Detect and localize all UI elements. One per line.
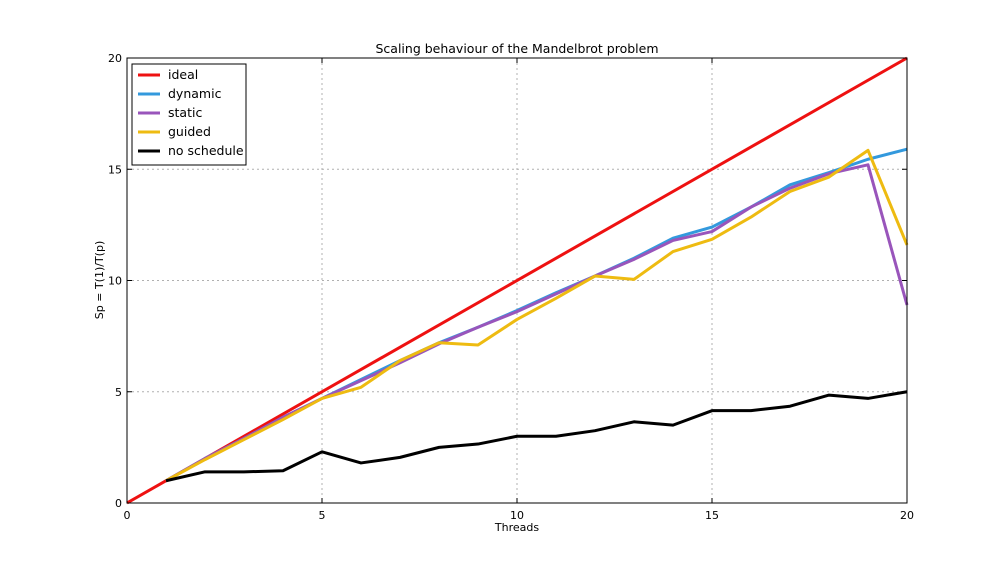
y-tick-label: 5 xyxy=(115,386,122,399)
y-tick-label: 0 xyxy=(115,497,122,510)
legend-label-guided: guided xyxy=(168,124,211,139)
x-tick-label: 20 xyxy=(900,509,914,522)
x-tick-label: 5 xyxy=(319,509,326,522)
y-axis-label: Sp = T(1)/T(p) xyxy=(93,241,106,319)
y-tick-label: 10 xyxy=(108,275,122,288)
x-tick-label: 0 xyxy=(124,509,131,522)
y-tick-label: 20 xyxy=(108,52,122,65)
legend: ideal dynamic static guided no schedule xyxy=(131,63,247,166)
x-axis-label: Threads xyxy=(494,521,539,534)
legend-label-ideal: ideal xyxy=(168,67,198,82)
y-tick-label: 15 xyxy=(108,163,122,176)
axis-ticks: 0 5 10 15 20 0 5 10 15 20 xyxy=(108,52,914,522)
legend-label-dynamic: dynamic xyxy=(168,86,222,101)
series-line-ideal xyxy=(126,56,908,505)
legend-label-no-schedule: no schedule xyxy=(168,143,244,158)
chart-title: Scaling behaviour of the Mandelbrot prob… xyxy=(375,41,658,56)
series-line-static xyxy=(165,163,909,483)
legend-label-static: static xyxy=(168,105,202,120)
series-line-guided xyxy=(165,148,909,483)
series-lines xyxy=(126,56,909,505)
x-tick-label: 15 xyxy=(705,509,719,522)
series-line-no-schedule xyxy=(165,390,908,483)
x-tick-label: 10 xyxy=(510,509,524,522)
